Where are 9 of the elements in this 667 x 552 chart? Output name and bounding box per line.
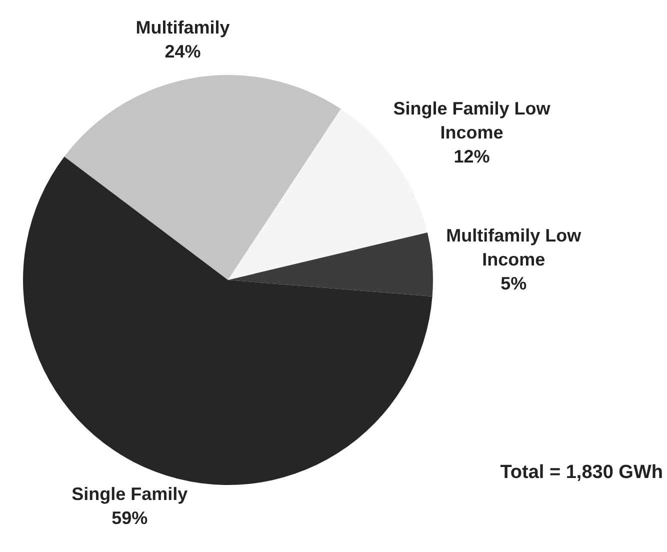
slice-label: Multifamily Low Income <box>446 225 582 270</box>
slice-label: Multifamily <box>136 18 230 38</box>
data-label: 59% <box>112 508 148 528</box>
data-label: 12% <box>454 146 490 167</box>
text: Total = 1,830 GWh <box>500 462 663 484</box>
slice-label: Single Family Low Income <box>393 98 552 143</box>
data-label: 24% <box>164 42 201 62</box>
data-label: 5% <box>500 273 527 294</box>
slice-label: Single Family <box>72 484 188 504</box>
